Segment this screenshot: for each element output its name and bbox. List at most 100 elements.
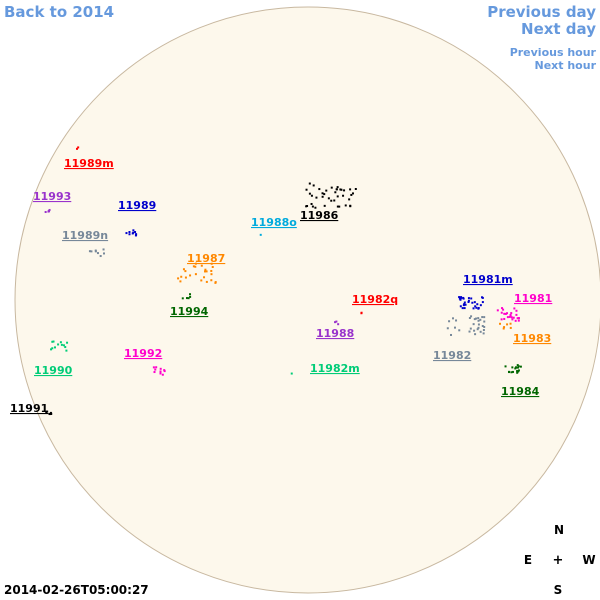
sunspot [459, 298, 462, 301]
sunspot [210, 273, 213, 276]
previous-day-link[interactable]: Previous day [487, 3, 596, 21]
next-day-link[interactable]: Next day [521, 20, 596, 38]
sunspot [446, 327, 449, 330]
sunspot [516, 364, 519, 367]
sunspot [204, 270, 207, 273]
sunspot [65, 349, 68, 352]
sunspot [479, 330, 482, 333]
sunspot [211, 265, 214, 268]
sunspot [354, 188, 357, 191]
sunspot [463, 301, 466, 304]
sunspot [499, 322, 502, 325]
sunspot [134, 234, 137, 237]
sunspot [468, 330, 471, 333]
back-link[interactable]: Back to 2014 [4, 3, 114, 21]
sunspot [187, 297, 190, 300]
sunspot [66, 341, 69, 344]
sunspot [343, 189, 346, 192]
region-label: 11981 [514, 292, 552, 305]
sunspot [128, 233, 131, 236]
region-label: 11991 [10, 402, 48, 415]
region-label: 11982m [310, 362, 360, 375]
sunspot [459, 297, 462, 300]
sunspot [504, 365, 507, 368]
sunspot [96, 252, 99, 255]
sunspot [450, 333, 453, 336]
sunspot [349, 188, 352, 191]
region-label: 11987 [187, 252, 225, 265]
sunspot [517, 366, 520, 369]
sunspot [204, 268, 207, 271]
sunspot [500, 311, 503, 314]
sunspot [325, 189, 328, 192]
sunspot [515, 313, 518, 316]
sunspot [335, 320, 338, 323]
region-label: 11982 [433, 349, 471, 362]
region-label: 11989 [118, 199, 156, 212]
sunspot [210, 262, 213, 265]
previous-hour-link[interactable]: Previous hour [510, 46, 597, 59]
sunspot [99, 255, 102, 258]
sunspot [334, 191, 337, 194]
region-label: 11988 [316, 327, 354, 340]
sunspot [333, 199, 336, 202]
sunspot [510, 312, 513, 315]
sunspot [323, 204, 326, 207]
sunspot [200, 264, 203, 267]
sunspot [349, 205, 352, 208]
sunspot [481, 325, 484, 328]
sunspot [323, 193, 326, 196]
sunspot [509, 322, 512, 325]
sunspot [473, 301, 476, 304]
sunspot [315, 196, 318, 199]
sunspot [48, 208, 51, 211]
sunspot [460, 296, 463, 299]
region-label: 11990 [34, 364, 73, 377]
sunspot [515, 366, 518, 369]
sunspot [50, 412, 53, 415]
sunspot [321, 195, 324, 198]
sunspot [496, 309, 499, 312]
sunspot [481, 296, 484, 299]
sunspot [205, 280, 208, 283]
sunspot [152, 366, 155, 369]
sunspot [335, 188, 338, 191]
next-hour-link[interactable]: Next hour [535, 59, 597, 72]
solar-disk [14, 6, 600, 594]
region-label: 11981m [463, 273, 513, 286]
sunspot [474, 333, 477, 336]
sunspot [311, 205, 314, 208]
sunspot [340, 188, 343, 191]
sunspot [467, 300, 470, 303]
region-label: 11994 [170, 305, 209, 318]
sunspot [475, 317, 478, 320]
sunspot [475, 306, 478, 309]
sunspot [342, 194, 345, 197]
sunspot [509, 314, 512, 317]
sunspot [513, 307, 516, 310]
sunspot [506, 323, 509, 326]
sunspot [503, 317, 506, 320]
compass-west: W [582, 553, 595, 567]
sunspot [194, 262, 197, 265]
sunspot [473, 318, 476, 321]
sunspot [511, 370, 514, 373]
sunspot [192, 265, 195, 268]
sunspot [458, 297, 461, 300]
sunspot [476, 328, 479, 331]
sunspot [59, 341, 62, 344]
sunspot [517, 317, 520, 320]
sunspot [51, 340, 54, 343]
sunspot [155, 366, 158, 369]
region-label: 11989n [62, 229, 108, 242]
sunspot [312, 184, 315, 187]
sunspot [310, 202, 313, 205]
sunspot [194, 265, 197, 268]
sunspot [135, 233, 138, 236]
sunspot [159, 367, 162, 370]
sunspot [321, 192, 324, 195]
sunspot [515, 309, 518, 312]
sunspot [511, 366, 514, 369]
sunspot [185, 297, 188, 300]
sunspot [54, 346, 57, 349]
